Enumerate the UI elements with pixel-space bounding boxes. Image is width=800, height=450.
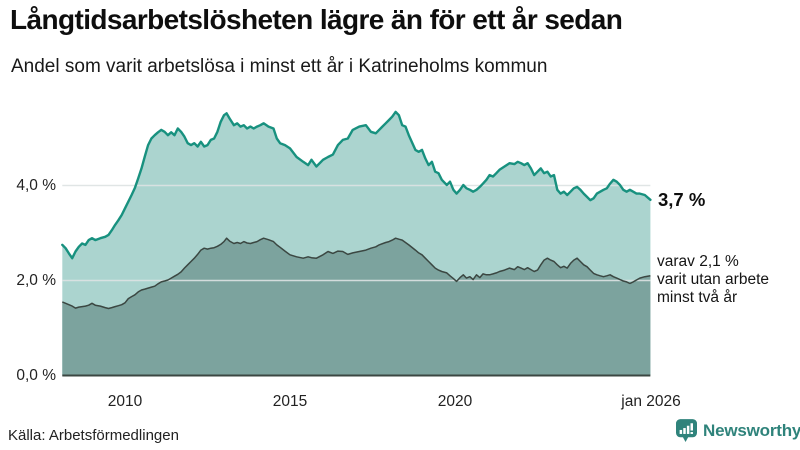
newsworthy-wordmark: Newsworthy <box>703 421 800 440</box>
page-title: Långtidsarbetslösheten lägre än för ett … <box>10 4 623 35</box>
annotation-line-3: minst två år <box>657 289 738 306</box>
y-axis-tick-0: 0,0 % <box>16 366 56 384</box>
x-axis-tick-2015: 2015 <box>272 393 308 410</box>
y-axis-tick-2: 2,0 % <box>16 271 56 289</box>
newsworthy-logo: Newsworthy <box>676 419 800 443</box>
chart-subtitle: Andel som varit arbetslösa i minst ett å… <box>11 56 548 77</box>
area-two-year-plus <box>62 238 651 376</box>
y-axis-tick-4: 4,0 % <box>16 176 56 194</box>
annotation-line-2: varit utan arbete <box>657 271 770 288</box>
line-total-long-term <box>61 110 652 260</box>
latest-value-label: 3,7 % <box>658 188 706 210</box>
area-total-long-term <box>62 111 651 376</box>
x-axis-tick-jan-2026: jan 2026 <box>621 393 681 410</box>
line-two-year-plus <box>62 237 651 310</box>
source-caption: Källa: Arbetsförmedlingen <box>8 427 179 444</box>
two-year-annotation: varav 2,1 % varit utan arbete minst två … <box>657 253 800 307</box>
annotation-line-1: varav 2,1 % <box>657 253 739 270</box>
newsworthy-bubble-chart-icon <box>676 419 697 442</box>
x-axis-tick-2010: 2010 <box>107 393 143 410</box>
x-axis-tick-2020: 2020 <box>437 393 473 410</box>
